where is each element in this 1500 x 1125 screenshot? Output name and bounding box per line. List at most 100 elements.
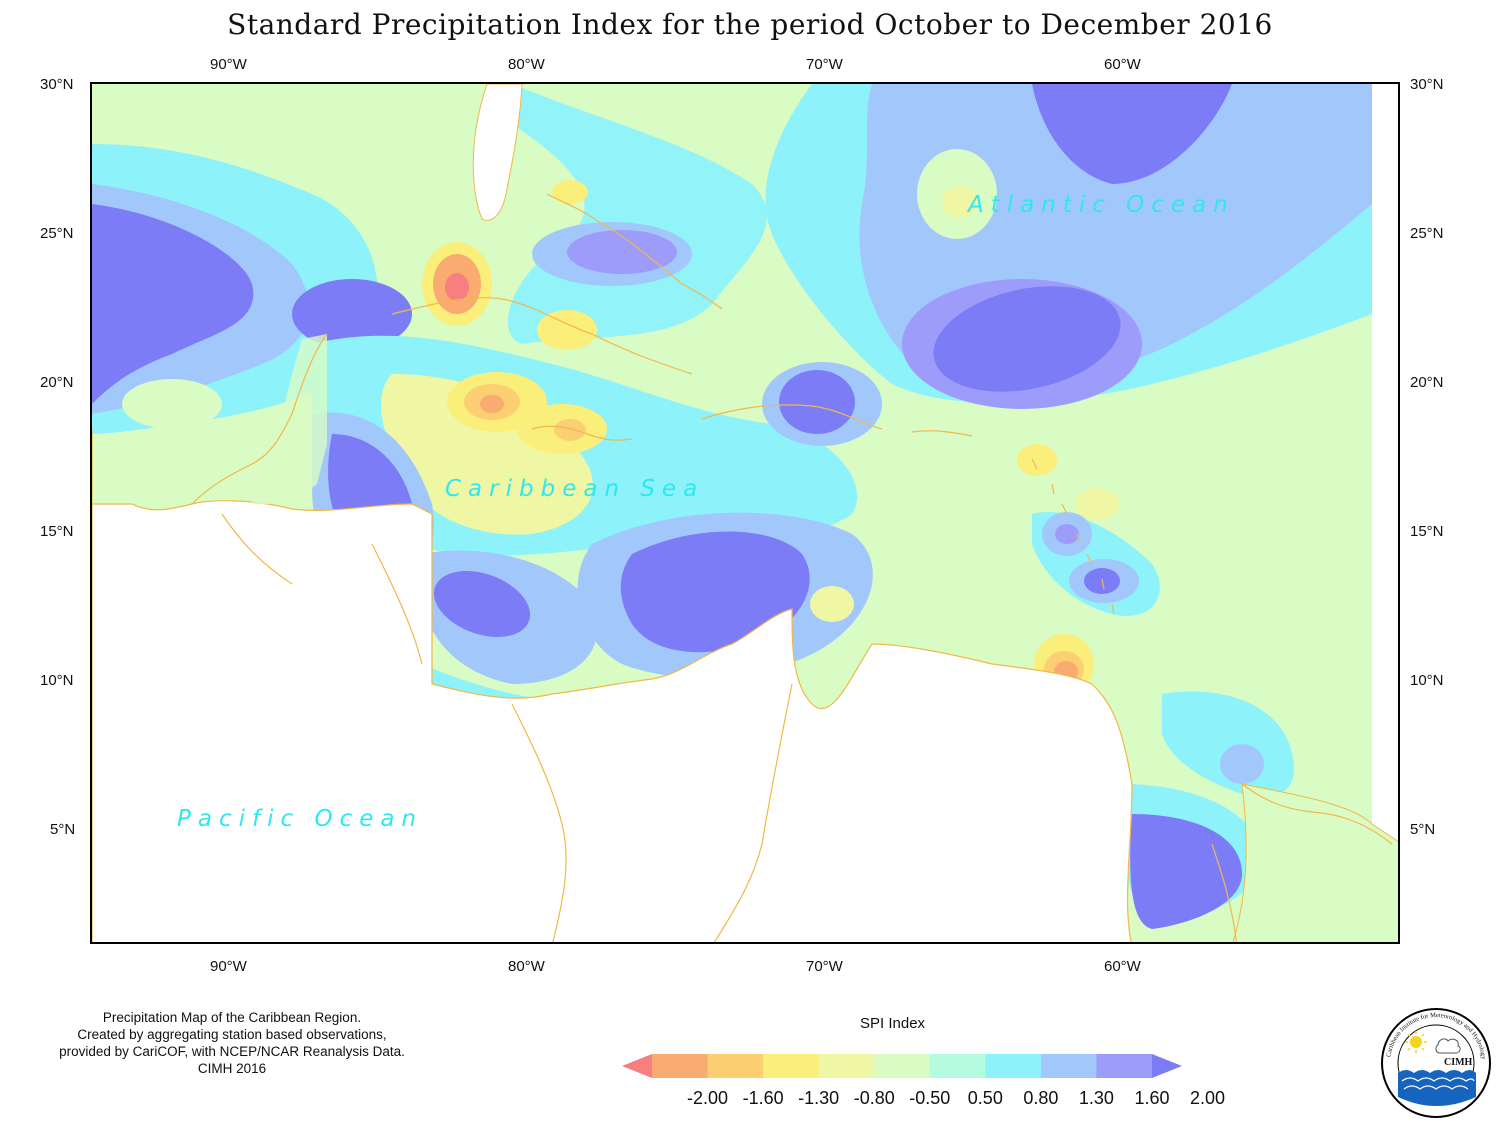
lat-label-left-30n: 30°N — [40, 76, 74, 93]
legend-color-bar — [622, 1054, 1182, 1078]
spi-very-wet-atlantic-core — [933, 286, 1121, 392]
spi-dry-atlantic-spot — [942, 186, 978, 218]
lon-label-bottom-80w: 80°W — [508, 958, 545, 975]
land-florida — [472, 84, 523, 221]
border-venezuela-colombia — [713, 683, 793, 942]
spi-dry-bahamas-spot — [552, 180, 588, 204]
coastlines — [191, 193, 1393, 942]
spi-very-wet-sw-caribbean — [620, 531, 810, 653]
lat-label-right-20n: 20°N — [1410, 374, 1444, 391]
coast-puerto-rico — [911, 430, 973, 437]
cimh-logo: CIMH Caribbean Institute for Meteorology… — [1380, 1007, 1492, 1119]
legend-value: 1.60 — [1134, 1088, 1170, 1108]
spi-very-wet-gulf — [92, 204, 254, 404]
coast-hispaniola — [701, 404, 883, 430]
lon-label-bottom-90w: 90°W — [210, 958, 247, 975]
map-edge-blank — [1372, 84, 1398, 942]
caribbean-sea-label: Caribbean Sea — [445, 476, 705, 502]
cimh-logo-mark: CIMH Caribbean Institute for Meteorology… — [1381, 1008, 1491, 1118]
spi-wet-suriname — [1220, 744, 1264, 784]
border-guatemala — [221, 513, 293, 585]
spi-map: Atlantic Ocean Caribbean Sea Pacific Oce… — [90, 82, 1400, 944]
legend-swatch — [818, 1054, 875, 1078]
legend-value: -1.60 — [742, 1088, 784, 1108]
spi-very-wet-guyana — [1130, 814, 1242, 929]
legend-swatch — [1040, 1054, 1097, 1078]
border-colombia-west — [511, 703, 567, 942]
credit-line-4: CIMH 2016 — [197, 1061, 267, 1076]
credit-line-1: Precipitation Map of the Caribbean Regio… — [102, 1010, 362, 1025]
credit-line-3: provided by CariCOF, with NCEP/NCAR Rean… — [59, 1044, 405, 1059]
atlantic-ocean-label: Atlantic Ocean — [968, 192, 1235, 218]
spi-dry-central-cuba — [537, 310, 597, 350]
legend-value: 0.80 — [1023, 1088, 1059, 1108]
lon-label-top-80w: 80°W — [508, 56, 545, 73]
spi-very-wet-hispaniola — [779, 370, 855, 434]
legend-arrow-low — [622, 1054, 652, 1078]
lat-label-right-15n: 15°N — [1410, 523, 1444, 540]
legend-value: -2.00 — [687, 1088, 729, 1108]
land-guianas — [1232, 783, 1398, 942]
legend-arrow-high — [1152, 1054, 1182, 1078]
legend-swatch — [707, 1054, 764, 1078]
legend-swatch — [763, 1054, 820, 1078]
spi-near-dry-antigua — [1075, 488, 1119, 520]
lon-label-top-60w: 60°W — [1104, 56, 1141, 73]
spi-wet-bahamas-core — [567, 230, 677, 274]
lon-label-top-90w: 90°W — [210, 56, 247, 73]
legend-value: 2.00 — [1190, 1088, 1226, 1108]
legend-value: 0.50 — [967, 1088, 1003, 1108]
coast-cuba — [391, 297, 693, 375]
spi-dry-west-cuba-core — [445, 273, 469, 301]
spi-very-wet-guadeloupe — [1055, 524, 1079, 544]
lat-label-left-20n: 20°N — [40, 374, 74, 391]
border-guyana — [1211, 843, 1238, 942]
lon-label-bottom-60w: 60°W — [1104, 958, 1141, 975]
coast-guianas — [1241, 783, 1393, 845]
lat-label-right-5n: 5°N — [1410, 821, 1436, 838]
spi-normal-yucatan-north — [122, 379, 222, 429]
legend-value: -0.80 — [853, 1088, 895, 1108]
coast-jamaica — [531, 425, 633, 441]
lat-label-right-10n: 10°N — [1410, 672, 1444, 689]
cloud-icon — [1435, 1038, 1461, 1054]
border-honduras-nicaragua — [371, 543, 423, 665]
lon-label-bottom-70w: 70°W — [806, 958, 843, 975]
lon-label-top-70w: 70°W — [806, 56, 843, 73]
legend-swatches — [622, 1054, 1182, 1078]
lat-label-right-25n: 25°N — [1410, 225, 1444, 242]
legend-title: SPI Index — [860, 1015, 926, 1032]
spi-very-wet-nicaragua — [433, 571, 531, 637]
map-title: Standard Precipitation Index for the per… — [227, 8, 1273, 41]
spi-near-dry-caribbean-north — [381, 374, 593, 535]
lat-label-left-10n: 10°N — [40, 672, 74, 689]
legend-value: -0.50 — [909, 1088, 951, 1108]
coast-lesser-antilles — [1031, 458, 1115, 615]
pacific-ocean-label: Pacific Ocean — [177, 806, 424, 832]
legend-swatch — [985, 1054, 1042, 1078]
spi-very-wet-north — [1032, 84, 1232, 184]
lat-label-left-25n: 25°N — [40, 225, 74, 242]
coast-bahamas — [546, 193, 723, 310]
spi-very-wet-gulf-east — [292, 279, 412, 349]
spi-dry-jamaica-west-core — [480, 395, 504, 413]
sun-icon — [1410, 1036, 1422, 1048]
land-central-south-america — [92, 429, 1133, 942]
map-credit: Precipitation Map of the Caribbean Regio… — [22, 1009, 442, 1077]
lat-label-left-15n: 15°N — [40, 523, 74, 540]
spi-near-dry-aruba — [810, 586, 854, 622]
credit-line-2: Created by aggregating station based obs… — [77, 1027, 387, 1042]
legend-swatch — [652, 1054, 709, 1078]
lat-label-left-5n: 5°N — [50, 821, 76, 838]
spi-dry-jamaica-core — [554, 419, 586, 441]
spi-dry-leeward-spot — [1017, 444, 1057, 476]
legend-swatch — [1096, 1054, 1153, 1078]
coast-yucatan — [191, 333, 328, 505]
legend-swatch — [874, 1054, 931, 1078]
legend-value: -1.30 — [798, 1088, 840, 1108]
spi-map-canvas — [92, 84, 1398, 942]
legend-value: 1.30 — [1078, 1088, 1114, 1108]
legend-swatch — [929, 1054, 986, 1078]
lat-label-right-30n: 30°N — [1410, 76, 1444, 93]
logo-name: CIMH — [1444, 1057, 1473, 1068]
